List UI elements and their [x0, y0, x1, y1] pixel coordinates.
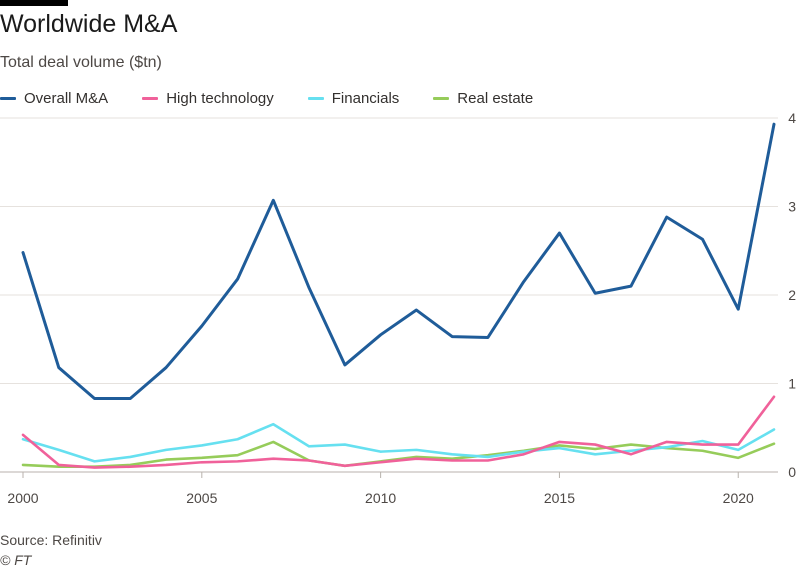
x-tick-label: 2010 [365, 490, 396, 506]
x-tick-label: 2000 [7, 490, 38, 506]
legend-swatch [433, 97, 450, 100]
x-tick-label: 2020 [723, 490, 754, 506]
y-tick-label: 3 [788, 199, 796, 215]
x-tick-label: 2015 [544, 490, 575, 506]
source-note: Source: Refinitiv [0, 532, 102, 548]
y-tick-label: 2 [788, 287, 796, 303]
chart-subtitle: Total deal volume ($tn) [0, 54, 162, 71]
legend-swatch [307, 97, 324, 100]
y-axis-ticks: 0 1 2 3 4 [788, 110, 796, 480]
series-line-overall-m-a [21, 122, 776, 401]
legend-label: High technology [166, 90, 274, 107]
y-tick-label: 1 [788, 376, 796, 392]
gridlines [0, 117, 778, 473]
legend-label: Overall M&A [24, 90, 109, 107]
series-lines [21, 122, 776, 469]
legend-swatch [142, 97, 159, 100]
y-tick-label: 0 [788, 464, 796, 480]
legend-label: Financials [331, 90, 400, 107]
legend-item-financials: Financials [307, 90, 400, 107]
legend-item-high-technology: High technology [142, 90, 274, 107]
legend-item-overall: Overall M&A [0, 90, 108, 107]
chart-title: Worldwide M&A [0, 10, 178, 38]
legend-item-real-estate: Real estate [433, 90, 533, 107]
brand-bar [0, 0, 68, 6]
y-tick-label: 4 [788, 110, 796, 126]
legend-label: Real estate [457, 90, 534, 107]
series-line-high-technology [21, 395, 776, 469]
legend-swatch [0, 97, 16, 100]
series-line-real-estate [21, 440, 776, 468]
legend: Overall M&A High technology Financials R… [0, 90, 567, 107]
credit-note: © FT [0, 552, 32, 568]
x-tick-label: 2005 [186, 490, 217, 506]
x-axis-ticks: 2000 2005 2010 2015 2020 [7, 472, 754, 506]
